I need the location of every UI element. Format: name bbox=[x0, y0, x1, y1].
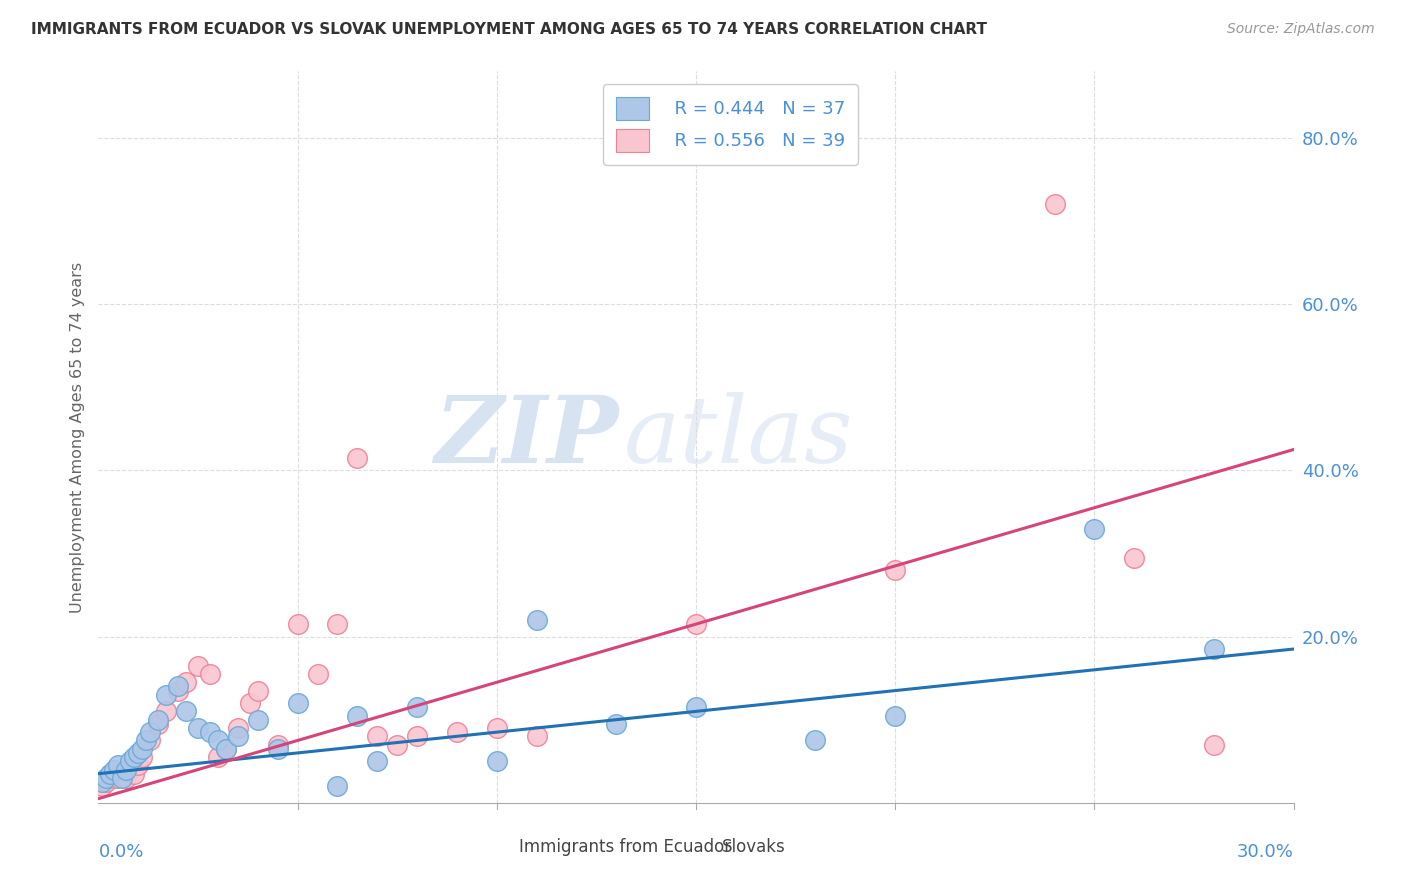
Point bbox=[107, 758, 129, 772]
Point bbox=[485, 754, 508, 768]
Point bbox=[884, 563, 907, 577]
Point bbox=[526, 613, 548, 627]
Point bbox=[103, 763, 125, 777]
Point bbox=[111, 771, 134, 785]
Point bbox=[107, 771, 129, 785]
FancyBboxPatch shape bbox=[486, 838, 513, 855]
Point bbox=[1202, 642, 1225, 657]
Point bbox=[198, 667, 221, 681]
Point bbox=[135, 733, 157, 747]
Point bbox=[267, 741, 290, 756]
Text: ZIP: ZIP bbox=[434, 392, 619, 482]
Point bbox=[127, 758, 149, 772]
Point bbox=[246, 683, 269, 698]
Point bbox=[366, 729, 388, 743]
Point bbox=[187, 658, 209, 673]
Point bbox=[526, 729, 548, 743]
Point bbox=[98, 766, 122, 780]
Point bbox=[366, 754, 388, 768]
Point bbox=[167, 683, 190, 698]
Text: Source: ZipAtlas.com: Source: ZipAtlas.com bbox=[1227, 22, 1375, 37]
Legend:   R = 0.444   N = 37,   R = 0.556   N = 39: R = 0.444 N = 37, R = 0.556 N = 39 bbox=[603, 84, 858, 165]
Y-axis label: Unemployment Among Ages 65 to 74 years: Unemployment Among Ages 65 to 74 years bbox=[69, 261, 84, 613]
Point bbox=[96, 775, 118, 789]
Point bbox=[103, 771, 125, 785]
Point bbox=[346, 708, 368, 723]
Point bbox=[167, 680, 190, 694]
Point bbox=[155, 688, 177, 702]
Text: Immigrants from Ecuador: Immigrants from Ecuador bbox=[519, 838, 731, 855]
Point bbox=[446, 725, 468, 739]
Text: 0.0%: 0.0% bbox=[98, 843, 143, 861]
Text: atlas: atlas bbox=[624, 392, 853, 482]
Point bbox=[246, 713, 269, 727]
Point bbox=[96, 771, 118, 785]
Point bbox=[174, 705, 197, 719]
Point bbox=[884, 708, 907, 723]
Point bbox=[1043, 197, 1066, 211]
Point bbox=[1202, 738, 1225, 752]
Point bbox=[91, 775, 114, 789]
Text: 30.0%: 30.0% bbox=[1237, 843, 1294, 861]
Point bbox=[187, 721, 209, 735]
Point bbox=[115, 771, 138, 785]
Point bbox=[127, 746, 149, 760]
Point bbox=[91, 779, 114, 793]
Point bbox=[124, 766, 146, 780]
Point bbox=[120, 754, 142, 768]
FancyBboxPatch shape bbox=[690, 838, 716, 855]
Point bbox=[207, 733, 229, 747]
Point bbox=[804, 733, 827, 747]
Point bbox=[685, 617, 707, 632]
Point bbox=[1083, 521, 1105, 535]
Point bbox=[111, 766, 134, 780]
Text: IMMIGRANTS FROM ECUADOR VS SLOVAK UNEMPLOYMENT AMONG AGES 65 TO 74 YEARS CORRELA: IMMIGRANTS FROM ECUADOR VS SLOVAK UNEMPL… bbox=[31, 22, 987, 37]
Point bbox=[148, 713, 170, 727]
Point bbox=[287, 696, 309, 710]
Point bbox=[198, 725, 221, 739]
Point bbox=[120, 763, 142, 777]
Point bbox=[207, 750, 229, 764]
Point bbox=[385, 738, 409, 752]
Point bbox=[226, 721, 249, 735]
Point bbox=[131, 750, 153, 764]
Point bbox=[98, 766, 122, 780]
Point bbox=[346, 450, 368, 465]
Point bbox=[174, 675, 197, 690]
Point bbox=[1123, 550, 1146, 565]
Point bbox=[605, 716, 627, 731]
Point bbox=[124, 750, 146, 764]
Point bbox=[139, 733, 162, 747]
Point bbox=[239, 696, 262, 710]
Text: Slovaks: Slovaks bbox=[723, 838, 786, 855]
Point bbox=[326, 779, 349, 793]
Point bbox=[226, 729, 249, 743]
Point bbox=[155, 705, 177, 719]
Point bbox=[215, 741, 238, 756]
Point bbox=[139, 725, 162, 739]
Point bbox=[485, 721, 508, 735]
Point bbox=[131, 741, 153, 756]
Point bbox=[326, 617, 349, 632]
Point bbox=[287, 617, 309, 632]
Point bbox=[685, 700, 707, 714]
Point bbox=[307, 667, 329, 681]
Point bbox=[115, 763, 138, 777]
Point bbox=[148, 716, 170, 731]
Point bbox=[406, 700, 429, 714]
Point bbox=[406, 729, 429, 743]
Point bbox=[215, 741, 238, 756]
Point bbox=[267, 738, 290, 752]
